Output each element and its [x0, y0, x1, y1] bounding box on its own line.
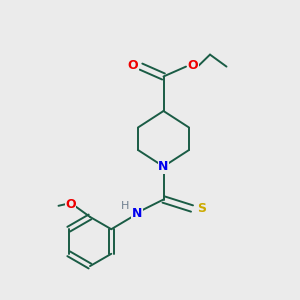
Text: S: S [197, 202, 206, 215]
Text: O: O [187, 59, 198, 72]
Text: N: N [132, 207, 142, 220]
Text: O: O [127, 59, 138, 72]
Text: N: N [158, 160, 169, 173]
Text: H: H [121, 201, 129, 212]
Text: O: O [65, 198, 76, 211]
